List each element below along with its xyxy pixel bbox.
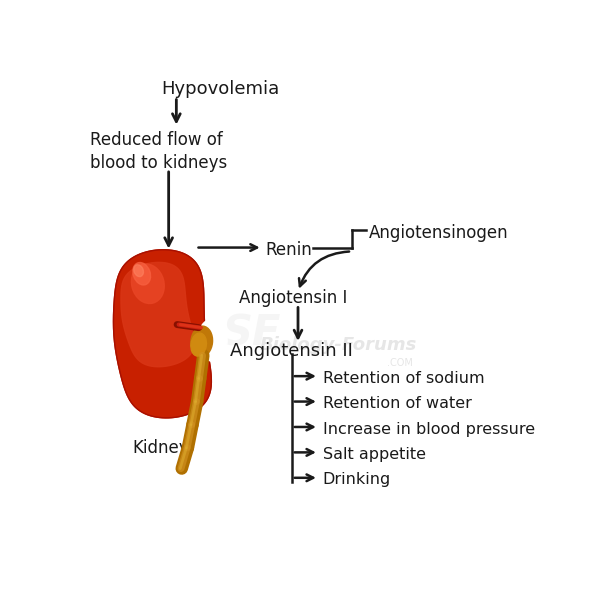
Ellipse shape	[191, 326, 212, 357]
Text: Drinking: Drinking	[323, 472, 391, 487]
Ellipse shape	[133, 263, 151, 285]
Ellipse shape	[132, 264, 164, 304]
Text: Reduced flow of
blood to kidneys: Reduced flow of blood to kidneys	[90, 131, 227, 172]
Text: Angiotensin I: Angiotensin I	[239, 289, 348, 307]
Text: Retention of sodium: Retention of sodium	[323, 371, 484, 386]
Text: Salt appetite: Salt appetite	[323, 447, 426, 462]
Text: Biology-Forums: Biology-Forums	[260, 337, 417, 355]
Text: Retention of water: Retention of water	[323, 396, 471, 411]
Text: Kidney: Kidney	[133, 439, 189, 457]
Text: Increase in blood pressure: Increase in blood pressure	[323, 422, 535, 437]
Text: Hypovolemia: Hypovolemia	[161, 80, 279, 98]
Text: Angiotensinogen: Angiotensinogen	[369, 224, 508, 242]
Polygon shape	[121, 262, 194, 367]
Ellipse shape	[198, 319, 227, 361]
Polygon shape	[114, 250, 211, 418]
Text: Renin: Renin	[266, 241, 312, 259]
Text: Angiotensin II: Angiotensin II	[230, 341, 353, 359]
Text: .COM: .COM	[387, 358, 413, 368]
Ellipse shape	[191, 333, 206, 356]
Text: SF: SF	[222, 313, 281, 355]
Ellipse shape	[134, 265, 144, 277]
